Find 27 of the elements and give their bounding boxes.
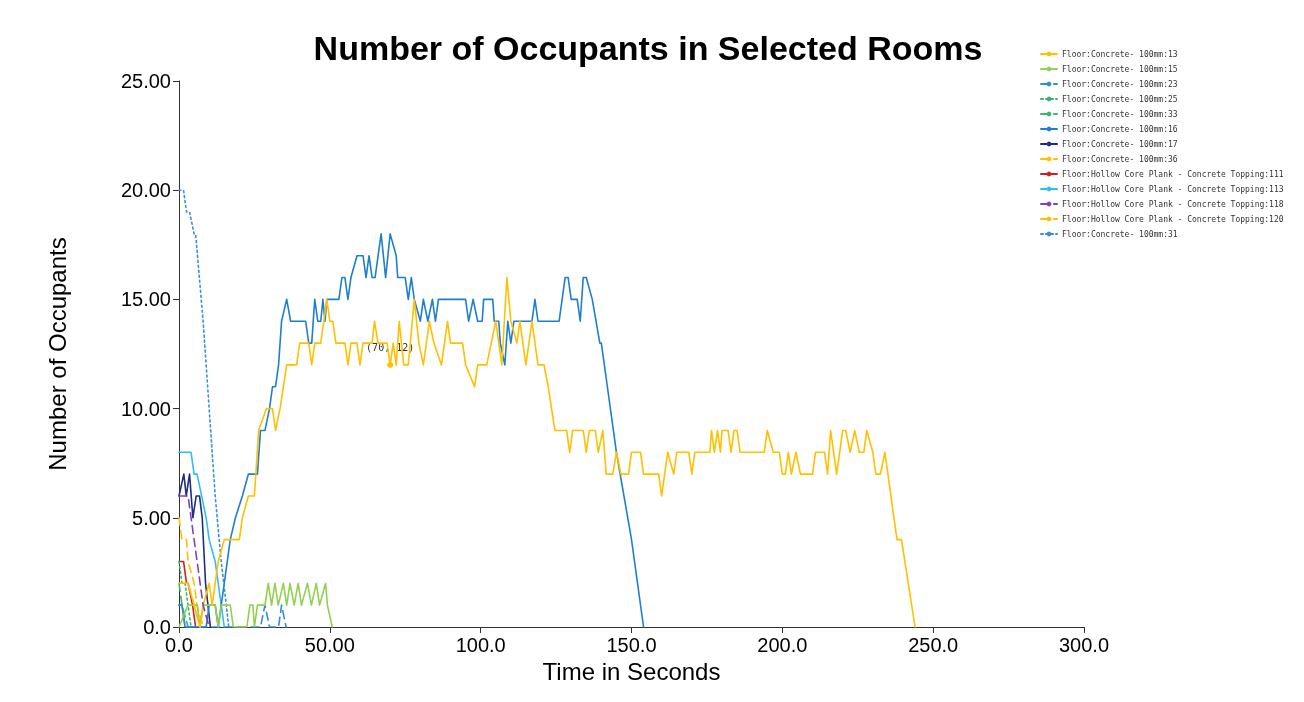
legend-label: Floor:Concrete- 100mm:25 [1062, 94, 1178, 104]
y-tick-label: 5.00 [132, 506, 171, 529]
y-tick-label: 20.00 [120, 179, 171, 202]
legend-label: Floor:Hollow Core Plank - Concrete Topping:113 [1062, 184, 1284, 194]
legend-label: Floor:Concrete- 100mm:33 [1062, 109, 1178, 119]
chart-title: Number of Occupants in Selected Rooms [313, 29, 983, 67]
y-tick-label: 25.00 [120, 70, 171, 92]
legend-label: Floor:Concrete- 100mm:16 [1062, 124, 1178, 134]
legend-label: Floor:Concrete- 100mm:17 [1062, 139, 1178, 149]
x-tick-label: 250.0 [908, 634, 959, 656]
x-tick-label: 300.0 [1058, 634, 1110, 656]
x-tick-label: 50.00 [304, 634, 355, 656]
y-axis-title: Number of Occupants [43, 237, 71, 471]
y-tick-label: 10.00 [120, 397, 171, 420]
legend-label: Floor:Concrete- 100mm:31 [1062, 229, 1178, 239]
y-tick-label: 15.00 [120, 288, 171, 311]
legend-label: Floor:Concrete- 100mm:23 [1062, 79, 1178, 89]
legend-label: Floor:Hollow Core Plank - Concrete Topping:120 [1062, 214, 1284, 224]
x-tick-label: 100.0 [455, 634, 506, 656]
legend-label: Floor:Hollow Core Plank - Concrete Topping:118 [1062, 199, 1284, 209]
legend-label: Floor:Concrete- 100mm:13 [1062, 49, 1178, 59]
x-tick-label: 150.0 [606, 634, 657, 656]
x-tick-label: 200.0 [757, 634, 808, 656]
legend-label: Floor:Hollow Core Plank - Concrete Topping:111 [1062, 169, 1284, 179]
legend-label: Floor:Concrete- 100mm:36 [1062, 154, 1178, 164]
x-axis-title: Time in Seconds [542, 658, 721, 686]
legend-label: Floor:Concrete- 100mm:15 [1062, 64, 1178, 74]
